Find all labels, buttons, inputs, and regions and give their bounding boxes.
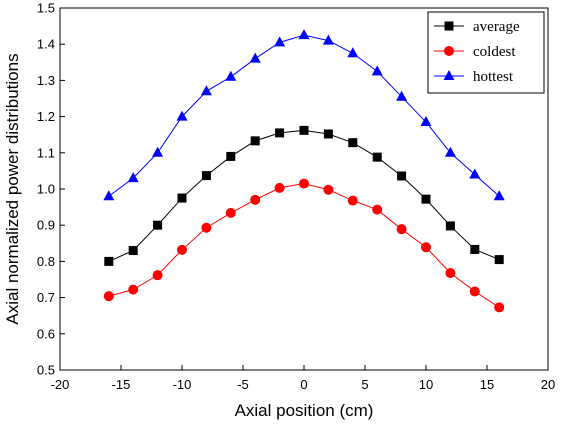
legend-label-average: average [473,19,520,35]
x-tick-label: -5 [237,377,249,392]
data-point-coldest [201,222,212,233]
series-layer [103,29,505,313]
data-point-average [470,244,480,254]
data-point-hottest [249,52,261,63]
legend-marker-coldest [444,46,454,56]
series-line-coldest [108,183,500,308]
data-point-hottest [347,47,359,58]
y-tick-label: 0.8 [37,254,55,269]
y-tick-label: 1.3 [37,73,55,88]
data-point-coldest [445,267,456,278]
x-axis-title: Axial position (cm) [235,401,374,420]
y-tick-label: 1.4 [37,37,55,52]
data-point-coldest [421,242,431,253]
data-point-hottest [298,29,310,40]
data-point-coldest [152,270,163,281]
legend: average coldest hottest [427,11,545,94]
data-point-coldest [372,204,383,215]
y-tick-label: 1.0 [37,182,55,197]
data-point-hottest [493,190,505,201]
data-point-hottest [322,34,334,45]
data-point-hottest [225,70,237,81]
y-tick-label: 0.7 [37,290,55,305]
x-tick-label: 5 [361,377,368,392]
x-tick-label: 20 [541,377,555,392]
data-point-average [177,193,187,203]
x-tick-label: -20 [51,377,70,392]
x-tick-label: 15 [480,377,494,392]
series-coldest [103,178,505,313]
legend-label-hottest: hottest [473,69,514,85]
data-point-average [226,151,236,161]
data-point-coldest [274,182,285,193]
data-point-average [348,138,358,148]
y-tick-label: 0.5 [37,363,55,378]
data-point-coldest [469,286,480,297]
data-point-hottest [127,172,139,183]
y-tick-label: 0.6 [37,326,55,341]
data-point-coldest [396,224,407,235]
data-point-hottest [469,168,481,179]
data-point-average [153,220,163,230]
data-point-coldest [250,194,261,205]
data-point-average [250,136,260,146]
y-tick-label: 1.5 [37,1,55,16]
data-point-average [299,125,309,135]
data-point-coldest [299,178,309,189]
data-point-coldest [225,207,236,218]
data-point-average [323,129,333,139]
data-point-coldest [177,244,187,255]
legend-marker-hottest [443,70,455,80]
data-point-coldest [494,302,505,313]
x-tick-label: 10 [419,377,433,392]
y-axis: 0.5 0.6 0.7 0.8 0.9 1.0 1.1 1.2 1.3 1.4 1.5 [37,1,65,378]
data-point-hottest [103,190,115,201]
data-point-hottest [371,65,383,76]
x-axis: -20 -15 -10 -5 0 5 10 15 20 [51,365,555,392]
data-point-hottest [176,110,188,121]
x-tick-label: -10 [173,377,192,392]
data-point-coldest [103,291,114,302]
data-point-average [275,128,285,138]
y-axis-title: Axial normalized power distributions [3,53,22,324]
data-point-average [397,171,407,181]
data-point-hottest [444,146,456,157]
series-line-average [108,129,500,262]
data-point-average [128,246,138,256]
y-tick-label: 1.1 [37,145,55,160]
data-point-average [445,221,455,231]
data-point-coldest [323,184,334,195]
data-point-coldest [128,284,139,295]
data-point-hottest [396,90,408,101]
legend-marker-average [444,21,454,31]
legend-label-coldest: coldest [473,44,516,60]
data-point-average [421,194,431,204]
x-tick-label: 0 [300,377,307,392]
data-point-hottest [200,85,212,96]
series-average [104,125,504,266]
y-tick-label: 1.2 [37,109,55,124]
data-point-average [372,152,382,162]
y-tick-label: 0.9 [37,218,55,233]
data-point-hottest [420,116,432,127]
data-point-average [104,256,114,266]
series-hottest [103,29,505,201]
data-point-hottest [274,36,286,47]
data-point-hottest [152,146,164,157]
x-tick-label: -15 [112,377,131,392]
data-point-average [201,171,211,181]
data-point-coldest [347,195,358,206]
data-point-average [494,255,504,265]
